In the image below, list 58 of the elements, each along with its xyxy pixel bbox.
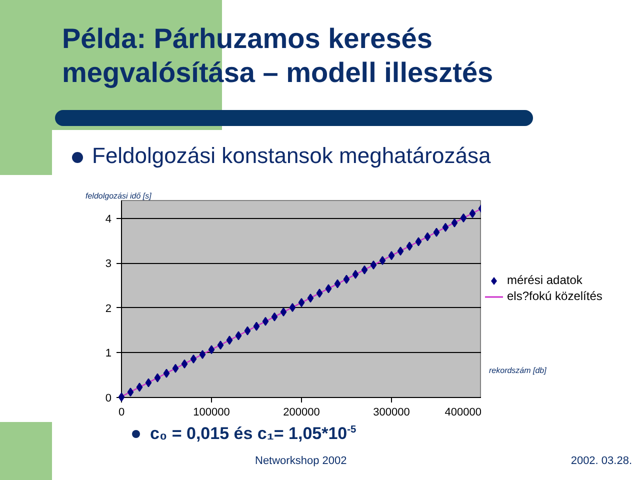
point <box>352 270 359 279</box>
point <box>361 265 368 274</box>
point <box>199 350 206 360</box>
point <box>235 331 242 340</box>
y-tick-label: 2 <box>105 302 112 315</box>
point <box>343 274 350 284</box>
legend-label: mérési adatok <box>507 272 582 290</box>
legend-label: els?fokú közelítés <box>507 288 602 306</box>
point <box>226 336 233 345</box>
text: 2002. 03.28. <box>570 454 632 469</box>
point <box>442 222 449 232</box>
point <box>415 237 422 246</box>
point <box>379 256 386 265</box>
point <box>217 340 224 350</box>
text: Networkshop 2002 <box>255 454 347 469</box>
y-tick-label: 0 <box>105 392 112 404</box>
point <box>397 246 404 256</box>
x-tick-label: 300000 <box>373 406 410 418</box>
y-tick-label: 1 <box>105 348 112 360</box>
point <box>370 260 377 270</box>
point <box>244 326 251 336</box>
y-tick-label: 3 <box>105 258 112 270</box>
point <box>181 359 188 368</box>
chart-subtitle: Feldolgozási konstansok meghatározása <box>92 142 491 170</box>
point <box>118 392 125 402</box>
point <box>469 208 476 218</box>
point <box>316 288 323 298</box>
point <box>145 378 152 388</box>
point <box>424 232 431 242</box>
x-tick-label: 400000 <box>444 406 482 418</box>
point <box>334 279 341 288</box>
point <box>262 316 269 326</box>
point <box>280 307 287 316</box>
point <box>172 364 179 373</box>
x-tick-label: 0 <box>118 406 125 418</box>
point <box>253 322 260 331</box>
point <box>154 373 161 382</box>
point <box>271 312 278 322</box>
point <box>451 218 458 228</box>
text: c₀ = 0,015 és c₁= 1,05*10$^{-5}$ <box>150 423 356 445</box>
point <box>289 303 296 312</box>
y-axis-title: feldolgozási idő [s] <box>86 192 152 200</box>
point <box>388 251 395 260</box>
point <box>460 213 467 222</box>
point <box>190 354 197 364</box>
point <box>325 284 332 294</box>
x-axis-title: rekordszám [db] <box>489 365 546 376</box>
point <box>433 228 440 237</box>
point <box>163 368 170 378</box>
point <box>127 388 134 397</box>
x-tick-label: 100000 <box>193 406 230 418</box>
point <box>406 242 413 251</box>
x-tick-label: 200000 <box>283 406 320 418</box>
y-tick-label: 4 <box>105 213 112 226</box>
point <box>307 294 314 303</box>
point <box>136 382 143 392</box>
point <box>298 298 305 308</box>
point <box>208 345 215 354</box>
